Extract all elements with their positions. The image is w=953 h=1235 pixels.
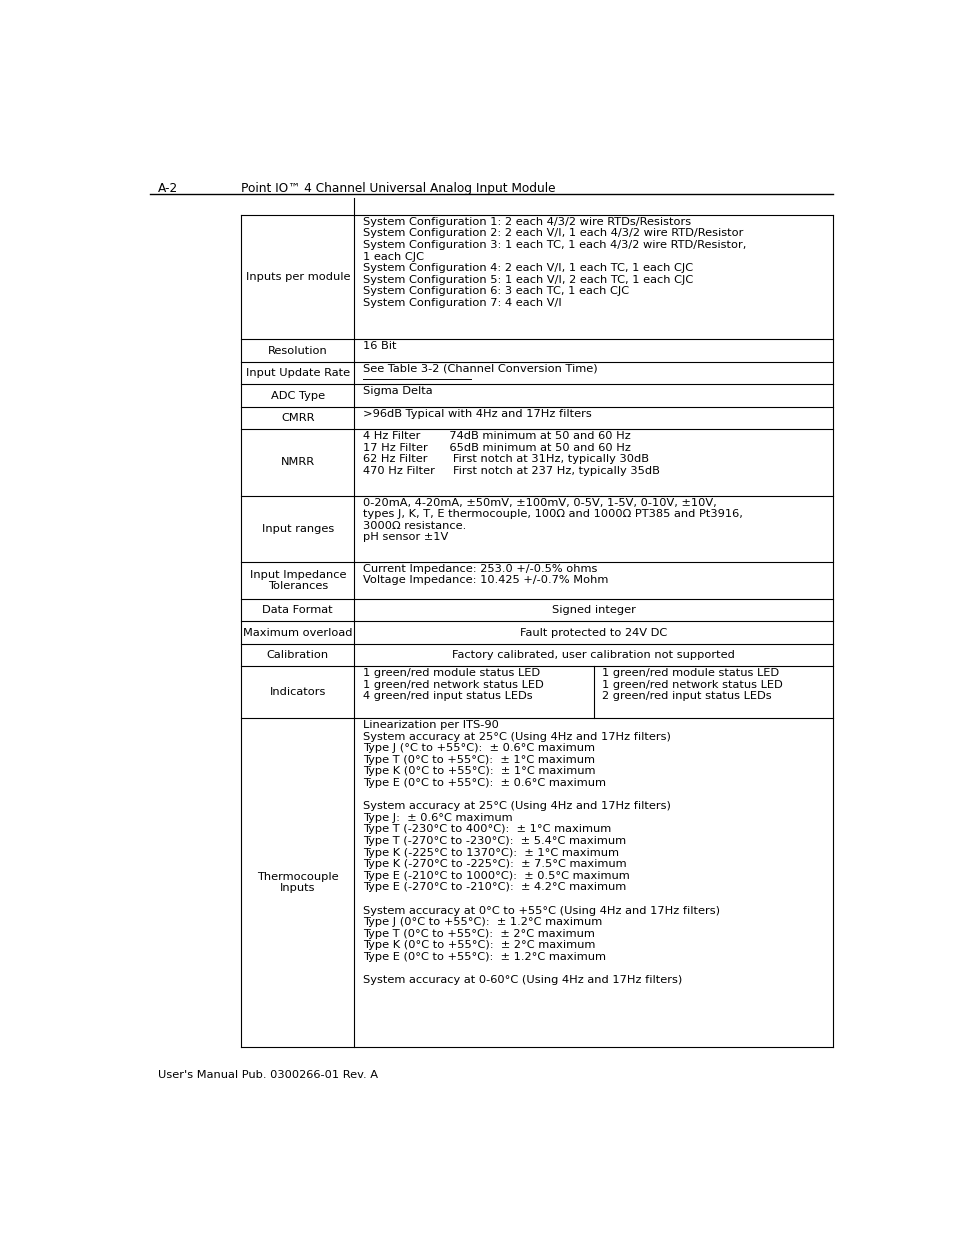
Text: Signed integer: Signed integer [551, 605, 635, 615]
Text: 4 Hz Filter        74dB minimum at 50 and 60 Hz
17 Hz Filter      65dB minimum a: 4 Hz Filter 74dB minimum at 50 and 60 Hz… [363, 431, 659, 475]
Text: Thermocouple
Inputs: Thermocouple Inputs [256, 872, 338, 893]
Text: Fault protected to 24V DC: Fault protected to 24V DC [519, 627, 666, 637]
Text: 1 green/red module status LED
1 green/red network status LED
4 green/red input s: 1 green/red module status LED 1 green/re… [363, 668, 543, 701]
Text: >96dB Typical with 4Hz and 17Hz filters: >96dB Typical with 4Hz and 17Hz filters [363, 409, 592, 419]
Text: Inputs per module: Inputs per module [245, 272, 350, 282]
Text: Linearization per ITS-90
System accuracy at 25°C (Using 4Hz and 17Hz filters)
Ty: Linearization per ITS-90 System accuracy… [363, 720, 720, 986]
Text: CMRR: CMRR [281, 412, 314, 424]
Text: Input Impedance
Tolerances: Input Impedance Tolerances [250, 569, 346, 592]
Text: See Table 3-2 (Channel Conversion Time): See Table 3-2 (Channel Conversion Time) [363, 364, 598, 374]
Text: Indicators: Indicators [270, 687, 326, 697]
Text: User's Manual Pub. 0300266-01 Rev. A: User's Manual Pub. 0300266-01 Rev. A [157, 1071, 377, 1081]
Text: ADC Type: ADC Type [271, 390, 325, 400]
Text: Current Impedance: 253.0 +/-0.5% ohms
Voltage Impedance: 10.425 +/-0.7% Mohm: Current Impedance: 253.0 +/-0.5% ohms Vo… [363, 563, 608, 585]
Text: Factory calibrated, user calibration not supported: Factory calibrated, user calibration not… [452, 650, 734, 659]
Text: System Configuration 1: 2 each 4/3/2 wire RTDs/Resistors
System Configuration 2:: System Configuration 1: 2 each 4/3/2 wir… [363, 216, 746, 308]
Text: A-2: A-2 [157, 183, 178, 195]
Text: 16 Bit: 16 Bit [363, 341, 396, 351]
Text: Input Update Rate: Input Update Rate [246, 368, 350, 378]
Text: Input ranges: Input ranges [261, 524, 334, 534]
Text: Sigma Delta: Sigma Delta [363, 387, 433, 396]
Text: 0-20mA, 4-20mA, ±50mV, ±100mV, 0-5V, 1-5V, 0-10V, ±10V,
types J, K, T, E thermoc: 0-20mA, 4-20mA, ±50mV, ±100mV, 0-5V, 1-5… [363, 498, 742, 542]
Text: Point IO™ 4 Channel Universal Analog Input Module: Point IO™ 4 Channel Universal Analog Inp… [241, 183, 556, 195]
Text: Data Format: Data Format [262, 605, 333, 615]
Text: Maximum overload: Maximum overload [243, 627, 353, 637]
Text: 1 green/red module status LED
1 green/red network status LED
2 green/red input s: 1 green/red module status LED 1 green/re… [601, 668, 782, 701]
Text: Calibration: Calibration [267, 650, 329, 659]
Text: NMRR: NMRR [280, 457, 314, 467]
Text: Resolution: Resolution [268, 346, 327, 356]
